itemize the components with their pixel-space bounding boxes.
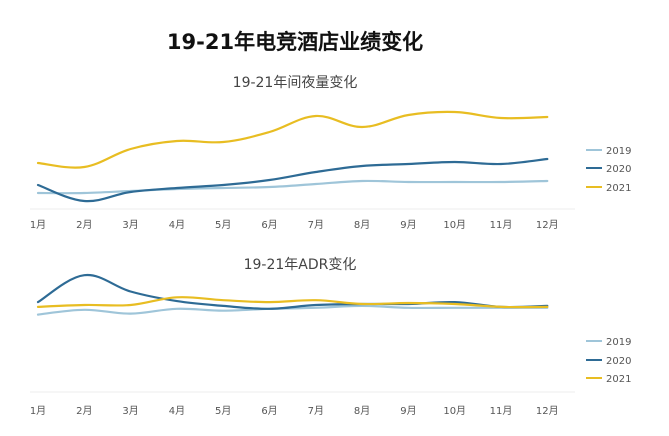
chart-title: 19-21年间夜量变化	[233, 75, 358, 91]
x-tick-label: 6月	[261, 219, 277, 231]
chart-adr: 19-21年ADR变化 1月 2月 3月 4月 5月 6月 7月 8月 9月 10月 11月 12月 2…	[30, 257, 632, 417]
x-tick-label: 1月	[30, 219, 46, 231]
chart-night-volume: 19-21年间夜量变化 1月 2月 3月 4月 5月 6月 7月 8月 9月 10月 11月 12月 2…	[30, 75, 632, 231]
x-tick-label: 3月	[122, 219, 138, 231]
chart-title: 19-21年ADR变化	[244, 257, 357, 273]
x-tick-label: 12月	[536, 219, 559, 231]
x-tick-label: 5月	[215, 405, 231, 417]
x-tick-label: 2月	[76, 219, 92, 231]
x-tick-label: 3月	[122, 405, 138, 417]
x-tick-label: 11月	[490, 219, 513, 231]
x-tick-label: 1月	[30, 405, 46, 417]
x-tick-label: 4月	[169, 219, 185, 231]
legend-label-2021: 2021	[606, 374, 631, 385]
series-line-2021	[36, 296, 549, 309]
x-tick-label: 9月	[400, 219, 416, 231]
series-line-2019	[36, 304, 549, 316]
x-tick-label: 6月	[261, 405, 277, 417]
main-title: 19-21年电竞酒店业绩变化	[166, 30, 424, 54]
x-tick-label: 7月	[308, 219, 324, 231]
x-tick-label: 12月	[536, 405, 559, 417]
series-line-2020	[36, 157, 549, 203]
legend-label-2019: 2019	[606, 337, 631, 348]
series-line-2019	[36, 179, 549, 195]
x-tick-label: 10月	[443, 405, 466, 417]
x-tick-label: 2月	[76, 405, 92, 417]
legend-label-2020: 2020	[606, 164, 631, 175]
x-tick-label: 7月	[308, 405, 324, 417]
x-tick-label: 8月	[354, 219, 370, 231]
series-line-2021	[36, 110, 549, 169]
x-tick-label: 11月	[490, 405, 513, 417]
x-tick-label: 5月	[215, 219, 231, 231]
legend-label-2021: 2021	[606, 183, 631, 194]
series-line-2020	[36, 274, 549, 310]
x-tick-label: 10月	[443, 219, 466, 231]
x-tick-label: 4月	[169, 405, 185, 417]
x-tick-label: 9月	[400, 405, 416, 417]
x-tick-label: 8月	[354, 405, 370, 417]
legend-label-2019: 2019	[606, 146, 631, 157]
legend-label-2020: 2020	[606, 356, 631, 367]
